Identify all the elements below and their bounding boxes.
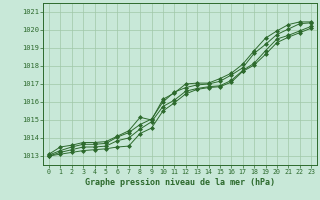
X-axis label: Graphe pression niveau de la mer (hPa): Graphe pression niveau de la mer (hPa) [85,178,275,187]
